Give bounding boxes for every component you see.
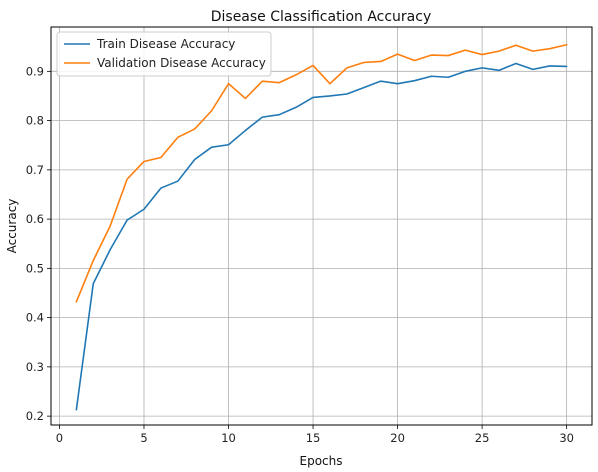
- series-layer: [75, 43, 568, 411]
- chart-title: Disease Classification Accuracy: [211, 9, 432, 25]
- y-tick-label: 0.3: [26, 360, 44, 374]
- y-tick-label: 0.2: [26, 409, 44, 423]
- x-tick-label: 0: [56, 431, 63, 445]
- x-tick-label: 15: [306, 431, 321, 445]
- legend-label-train: Train Disease Accuracy: [96, 37, 235, 51]
- x-tick-label: 10: [221, 431, 236, 445]
- legend: Train Disease Accuracy Validation Diseas…: [56, 31, 272, 77]
- y-tick-label: 0.7: [26, 163, 44, 177]
- x-tick-label: 30: [559, 431, 574, 445]
- axis-ticks: 0 5 10 15 20 25 30 0.2 0.3 0.4 0.5 0.6 0.7 0.8 0.9: [26, 64, 574, 445]
- validation-accuracy-line: [75, 43, 568, 303]
- x-tick-label: 5: [140, 431, 147, 445]
- y-axis-label: Accuracy: [5, 199, 19, 254]
- legend-label-validation: Validation Disease Accuracy: [97, 56, 266, 70]
- legend-box: [56, 31, 272, 77]
- train-accuracy-line: [75, 62, 568, 411]
- y-tick-label: 0.8: [26, 114, 44, 128]
- plot-frame: [50, 26, 593, 426]
- x-tick-label: 20: [390, 431, 405, 445]
- y-tick-label: 0.4: [26, 311, 44, 325]
- x-tick-label: 25: [475, 431, 490, 445]
- y-tick-label: 0.5: [26, 261, 44, 275]
- grid-lines: [51, 27, 592, 425]
- x-axis-label: Epochs: [300, 454, 343, 468]
- y-tick-label: 0.6: [26, 212, 44, 226]
- y-tick-label: 0.9: [26, 64, 44, 78]
